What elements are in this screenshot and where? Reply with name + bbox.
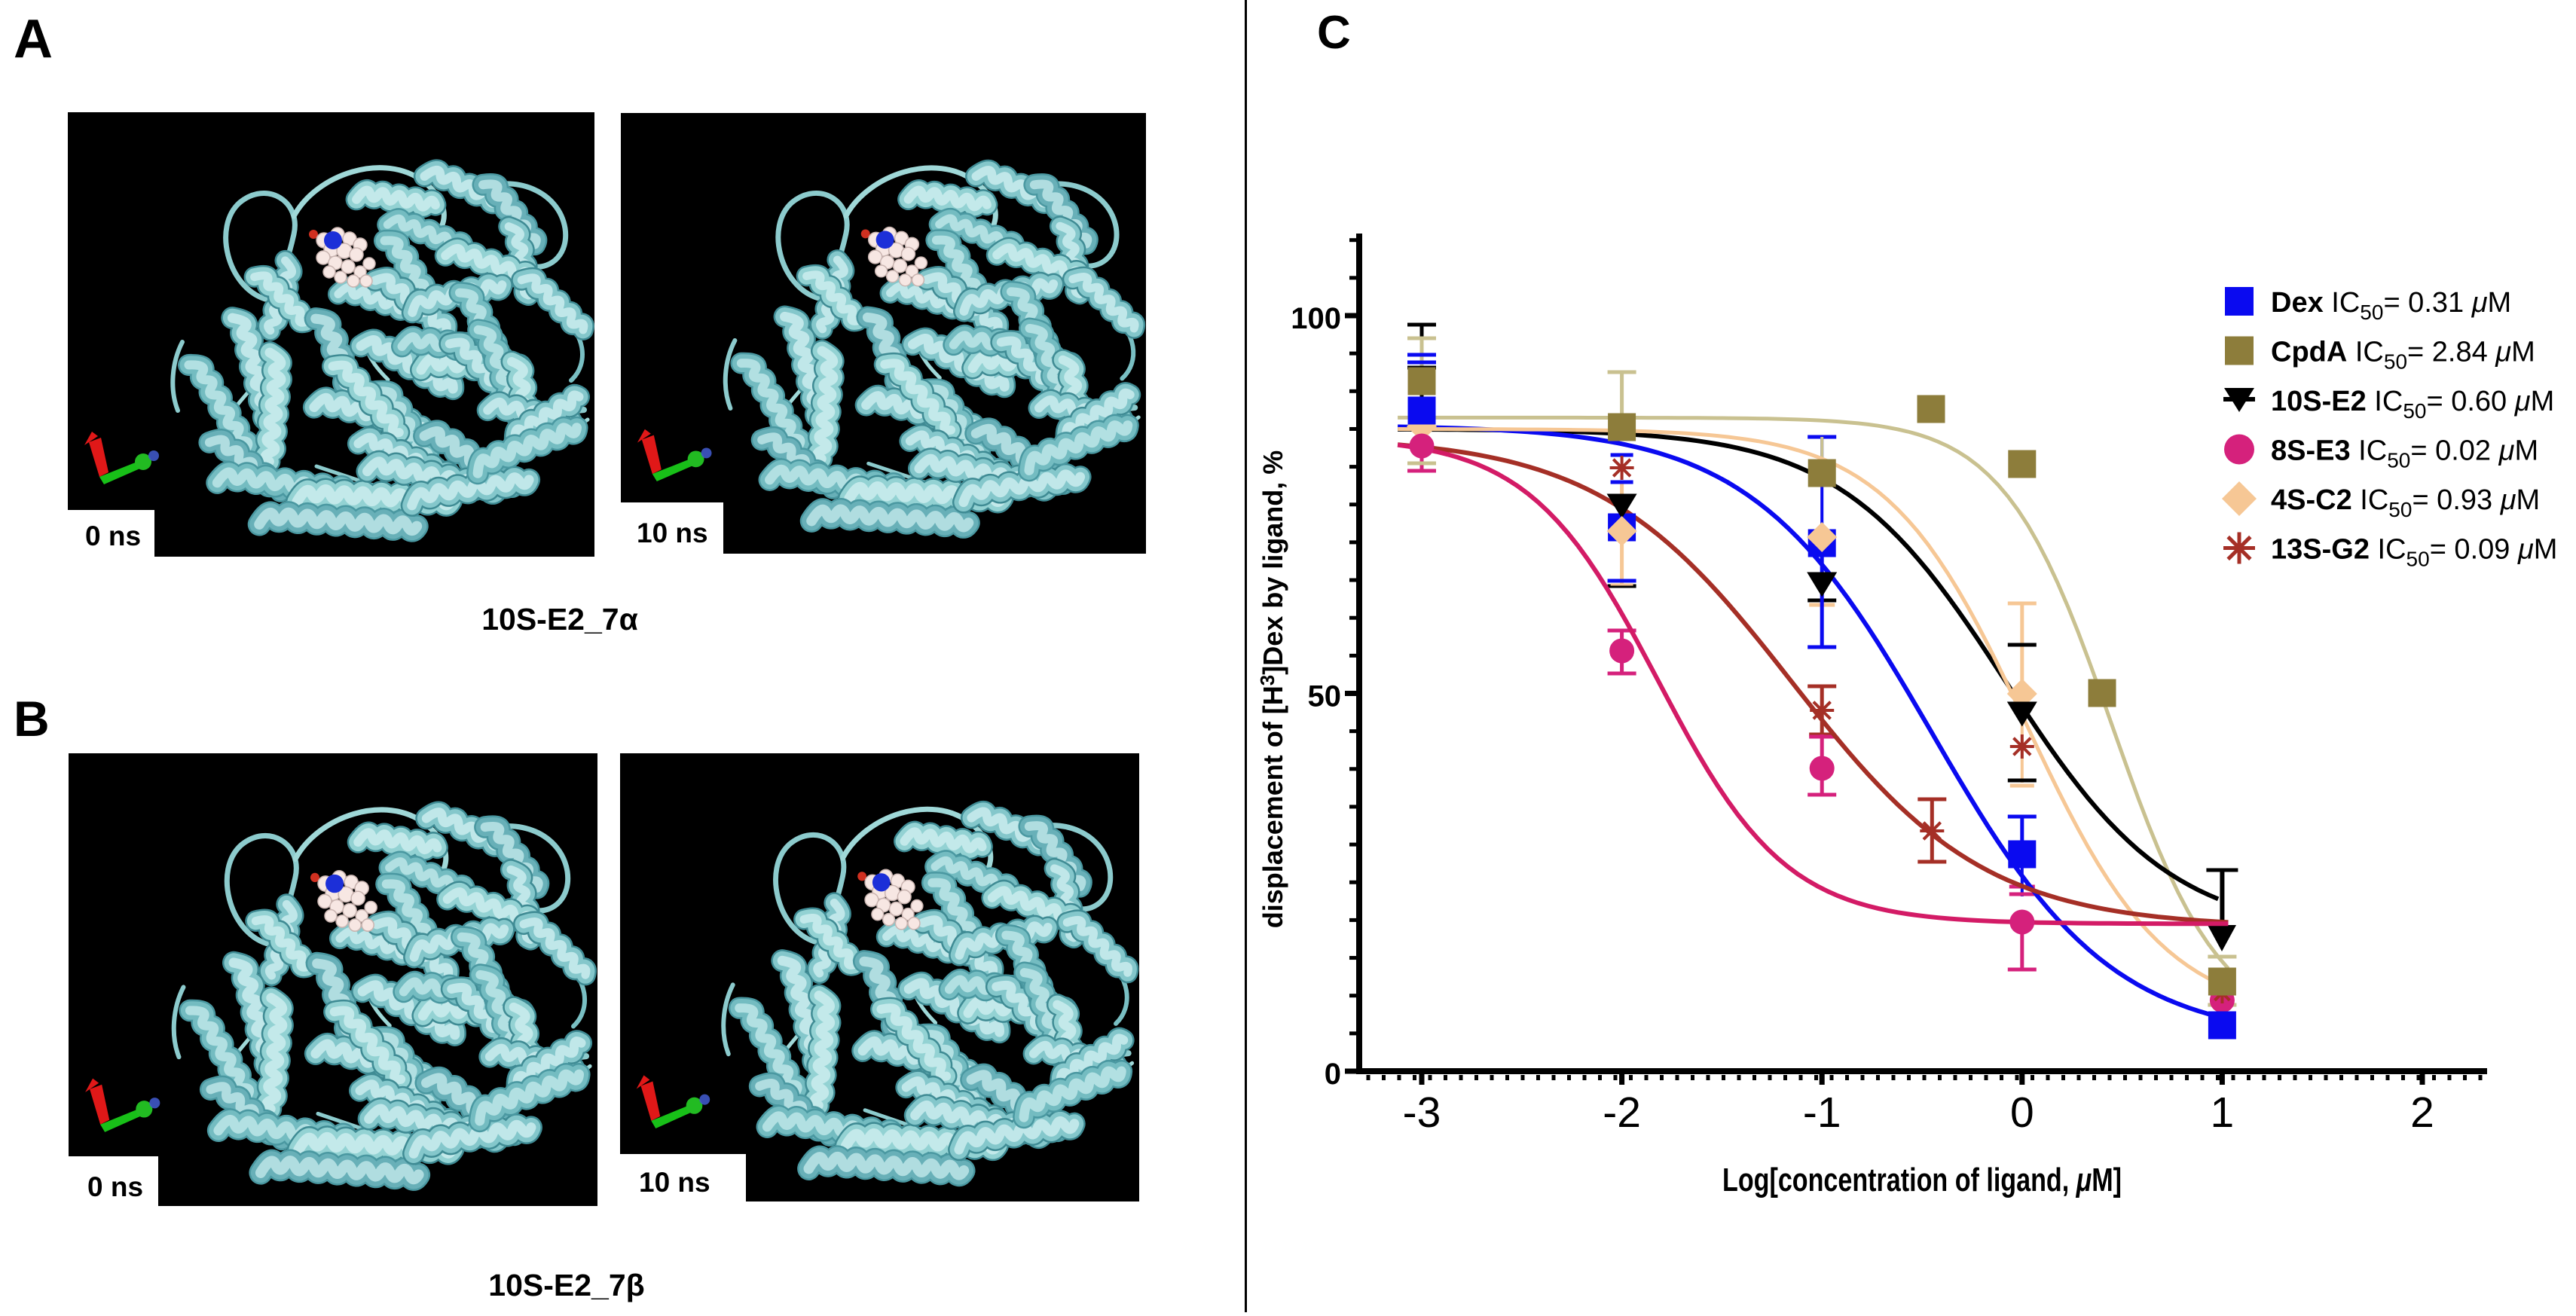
svg-text:Log[concentration of ligand, μ: Log[concentration of ligand, μM] (1722, 1162, 2122, 1198)
svg-text:-1: -1 (1803, 1089, 1841, 1137)
svg-text:-3: -3 (1403, 1089, 1441, 1137)
svg-text:CpdA IC50= 2.84 μM: CpdA IC50= 2.84 μM (2271, 337, 2535, 374)
svg-text:50: 50 (1308, 680, 1342, 713)
svg-text:C: C (1317, 7, 1351, 59)
svg-text:10S-E2_7β: 10S-E2_7β (488, 1268, 644, 1302)
svg-text:100: 100 (1291, 302, 1341, 335)
svg-text:10 ns: 10 ns (639, 1167, 710, 1198)
svg-text:10 ns: 10 ns (637, 518, 708, 548)
svg-text:A: A (14, 9, 53, 69)
svg-text:0 ns: 0 ns (87, 1171, 143, 1202)
svg-text:0: 0 (2010, 1089, 2034, 1137)
svg-text:B: B (14, 691, 50, 747)
svg-text:Dex IC50= 0.31 μM: Dex IC50= 0.31 μM (2271, 287, 2511, 324)
svg-text:-2: -2 (1603, 1089, 1641, 1137)
svg-text:10S-E2_7α: 10S-E2_7α (481, 602, 638, 637)
svg-text:1: 1 (2211, 1089, 2235, 1137)
svg-text:13S-G2 IC50= 0.09 μM: 13S-G2 IC50= 0.09 μM (2271, 534, 2557, 571)
svg-text:2: 2 (2410, 1089, 2434, 1137)
svg-text:0: 0 (1325, 1058, 1341, 1091)
svg-text:0 ns: 0 ns (85, 521, 141, 551)
svg-text:displacement of [H3]Dex by lig: displacement of [H3]Dex by ligand, % (1256, 450, 1288, 929)
